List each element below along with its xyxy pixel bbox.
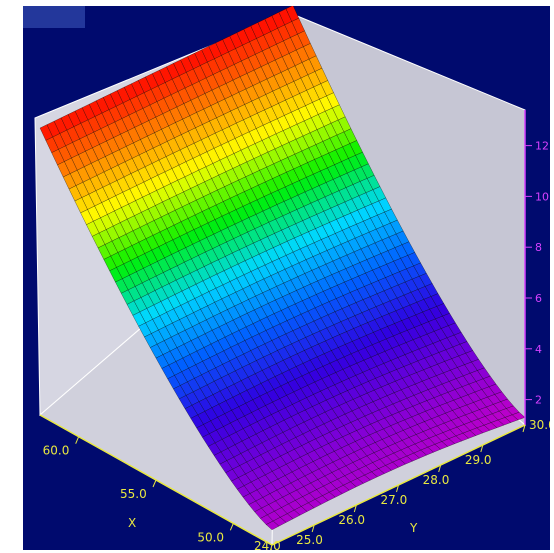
x-tick-label: 60.0 xyxy=(43,444,70,458)
z-tick-label: 8 xyxy=(535,241,542,254)
x-tick-mark xyxy=(229,523,234,531)
x-tick-label: 55.0 xyxy=(120,487,147,501)
x-tick-mark xyxy=(75,436,80,444)
z-tick-label: 12 xyxy=(535,140,549,153)
y-tick-label: 24.0 xyxy=(254,539,281,550)
y-tick-label: 28.0 xyxy=(423,473,450,487)
y-tick-label: 27.0 xyxy=(381,493,408,507)
surface-cell xyxy=(511,411,526,421)
x-axis-title: X xyxy=(128,516,136,530)
y-tick-label: 26.0 xyxy=(338,513,365,527)
plot-viewport[interactable]: 2 4 6 8 10 12 50.0 55.0 60.0 X 24.0 25.0 26.0 27.0… xyxy=(23,6,550,550)
y-tick-label: 30.0 xyxy=(529,418,550,432)
z-tick-label: 6 xyxy=(535,292,542,305)
surface-plot[interactable]: 2 4 6 8 10 12 50.0 55.0 60.0 X 24.0 25.0 26.0 27.0… xyxy=(23,6,550,550)
surface-mesh xyxy=(39,6,526,531)
y-tick-mark xyxy=(480,444,484,453)
z-tick-label: 4 xyxy=(535,343,542,356)
y-tick-mark xyxy=(438,464,442,473)
z-tick-label: 2 xyxy=(535,394,542,407)
y-tick-mark xyxy=(522,424,526,433)
y-axis-title: Y xyxy=(409,521,418,535)
y-tick-mark xyxy=(270,544,273,550)
y-tick-label: 29.0 xyxy=(465,453,492,467)
y-tick-label: 25.0 xyxy=(296,533,323,547)
window-badge xyxy=(23,6,85,28)
x-tick-label: 50.0 xyxy=(197,530,224,544)
y-tick-mark xyxy=(396,484,399,493)
x-tick-mark xyxy=(152,479,157,488)
y-tick-mark xyxy=(353,504,357,513)
z-tick-label: 10 xyxy=(535,190,549,203)
y-tick-mark xyxy=(311,524,315,533)
